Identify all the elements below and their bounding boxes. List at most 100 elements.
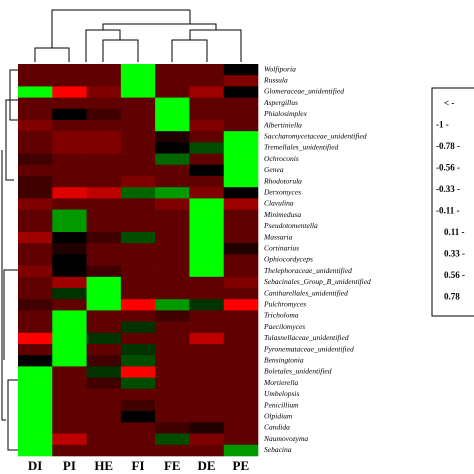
heat-cell [86,444,122,457]
heat-cell [52,120,87,132]
heat-cell [86,120,122,132]
heat-cell [155,187,190,199]
row-label: Tremellales_unidentified [264,143,339,152]
row-label: Paecilomyces [263,322,305,331]
heat-cell [86,153,122,166]
heat-cell [223,388,259,401]
heat-cell [120,86,156,98]
heat-cell [223,400,259,412]
row-label: Thelephoraceae_unidentified [264,266,352,275]
heat-cell [189,422,225,434]
heat-cell [120,355,156,367]
heat-cell [155,366,190,378]
heat-cell [86,164,122,177]
heat-cell [52,198,87,210]
heat-cell [189,209,225,222]
heat-cell [18,176,53,188]
row-label: Phialosimplex [263,109,308,118]
heat-cell [155,131,190,143]
heat-cell [86,377,122,390]
heat-cell [120,388,156,401]
heat-cell [155,276,190,289]
heat-cell [223,377,259,390]
heat-cell [18,411,53,423]
row-label: Albertiniella [263,120,302,129]
legend-label: 0.56 - [444,270,465,280]
heat-cell [120,131,156,143]
heat-cell [18,164,53,177]
heat-cell [120,243,156,255]
heat-cell [52,288,87,300]
heat-cell [86,131,122,143]
heat-cell [86,108,122,121]
heat-cell [155,243,190,255]
legend-label: -0.56 - [436,163,460,173]
heat-cell [120,366,156,378]
heat-cell [18,366,53,378]
row-label: Olpidium [264,412,293,421]
heat-cell [223,75,259,87]
heat-cell [120,198,156,210]
heat-cell [155,75,190,87]
legend-box [431,87,474,317]
row-label: Tricholoma [264,311,299,320]
heat-cell [155,411,190,423]
column-label: PE [233,458,250,473]
heat-cell [155,355,190,367]
column-label: FI [132,458,145,473]
heat-cell [189,254,225,266]
heat-cell [155,344,190,356]
heat-cell [223,86,259,98]
heat-cell [155,108,190,121]
heat-cell [18,86,53,98]
heat-cell [223,97,259,110]
heat-cell [86,288,122,300]
heat-cell [155,321,190,334]
heat-cell [52,444,87,457]
heat-cell [189,232,225,244]
legend-label: 0.33 - [444,249,465,259]
row-label: Sebacina [264,445,292,454]
heat-cell [52,366,87,378]
legend-label: -0.11 - [436,206,460,216]
heat-cell [223,198,259,210]
heat-cell [189,97,225,110]
heat-cell [189,176,225,188]
column-label: DE [198,458,216,473]
heat-cell [52,321,87,334]
legend-label: -0.78 - [436,141,460,151]
heat-cell [18,254,53,266]
heat-cell [155,388,190,401]
heat-cell [18,153,53,166]
heat-cell [120,153,156,166]
heat-cell [86,243,122,255]
row-label: Penicillium [263,400,299,409]
heat-cell [18,444,53,457]
heat-cell [18,64,53,76]
heat-cell [18,108,53,121]
heat-cell [223,276,259,289]
row-label: Pyronemataceae_unidentified [263,344,354,353]
heat-cell [155,433,190,446]
heat-cell [86,265,122,278]
heat-cell [52,97,87,110]
heat-cell [155,153,190,166]
heat-cell [18,220,53,233]
heat-cell [86,86,122,98]
heat-cell [223,131,259,143]
heat-cell [120,422,156,434]
heat-cell [223,288,259,300]
row-label: Sebacinales_Group_B_unidentified [264,277,371,286]
heat-cell [120,377,156,390]
heat-cell [189,355,225,367]
heat-cell [52,265,87,278]
heat-cell [223,164,259,177]
heat-cell [223,232,259,244]
heat-cell [155,142,190,154]
column-label: FE [164,458,181,473]
heat-cell [189,344,225,356]
heat-cell [120,75,156,87]
heat-cell [223,433,259,446]
heat-cell [223,355,259,367]
heat-cell [155,310,190,322]
